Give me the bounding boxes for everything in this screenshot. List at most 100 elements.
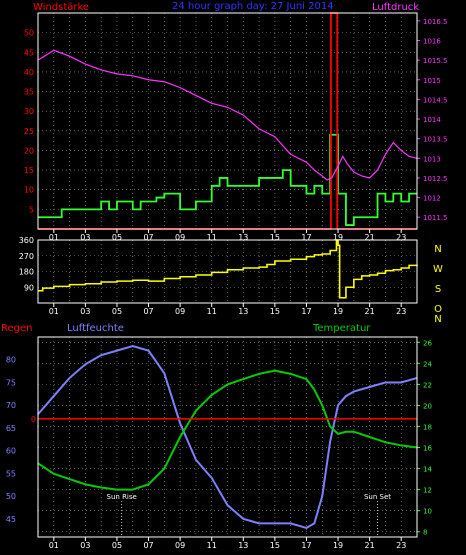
temperature-tick-label: 8 — [423, 529, 427, 537]
panel2-hour-label: 05 — [112, 307, 122, 316]
wind-tick-label: 45 — [24, 48, 34, 57]
humidity-axis-title: Luftfeuchte — [67, 323, 124, 334]
panel3-frame — [37, 336, 418, 538]
compass-label: N — [434, 244, 441, 255]
panel3-hour-label: 07 — [143, 541, 153, 550]
temperature-tick-label: 22 — [423, 381, 432, 389]
panel2-hour-label: 07 — [143, 307, 153, 316]
temperature-axis-title: Temperatur — [312, 323, 371, 334]
chart-title: 24 hour graph day: 27 Juni 2014 — [172, 1, 334, 12]
panel2-hour-label: 15 — [270, 307, 280, 316]
rain-axis-title: Regen — [1, 323, 33, 334]
panel1-hour-label: 09 — [175, 233, 185, 242]
temperature-tick-label: 26 — [423, 339, 432, 347]
wind-tick-label: 35 — [24, 88, 34, 97]
panel2-frame — [37, 239, 418, 304]
temperature-tick-label: 18 — [423, 423, 432, 431]
wind-tick-label: 10 — [24, 186, 34, 195]
humidity-tick-label: 70 — [6, 401, 16, 410]
panel2-hour-label: 11 — [207, 307, 217, 316]
compass-label: S — [435, 284, 441, 295]
pressure-axis-title: Luftdruck — [372, 2, 419, 13]
panel3-hour-label: 11 — [207, 541, 217, 550]
panel3-hour-label: 03 — [80, 541, 90, 550]
panel1-hour-label: 03 — [80, 233, 90, 242]
wind-tick-label: 15 — [24, 166, 34, 175]
pressure-tick-label: 1013 — [423, 155, 441, 163]
temperature-tick-label: 20 — [423, 402, 432, 410]
panel3-hour-label: 09 — [175, 541, 185, 550]
panel1-hour-label: 01 — [49, 233, 59, 242]
wind-tick-label: 30 — [24, 107, 34, 116]
series-humidity-line — [37, 345, 418, 529]
panel1-hour-label: 13 — [238, 233, 248, 242]
humidity-tick-label: 50 — [6, 492, 16, 501]
pressure-tick-label: 1011.5 — [423, 214, 448, 222]
pressure-tick-label: 1016 — [423, 37, 441, 45]
panel1-frame — [37, 12, 418, 230]
series-wind-line — [38, 133, 417, 226]
panel2-hour-label: 13 — [238, 307, 248, 316]
panel3-hour-label: 17 — [301, 541, 311, 550]
panel2-hour-label: 17 — [301, 307, 311, 316]
humidity-tick-label: 45 — [6, 515, 16, 524]
wind-tick-label: 25 — [24, 127, 34, 136]
sunrise-label: Sun Rise — [107, 493, 137, 501]
pressure-tick-label: 1015 — [423, 77, 441, 85]
pressure-tick-label: 1014.5 — [423, 96, 448, 104]
panel3-hour-label: 13 — [238, 541, 248, 550]
pressure-tick-label: 1012.5 — [423, 175, 448, 183]
humidity-tick-label: 80 — [6, 356, 16, 365]
panel2-hour-label: 01 — [49, 307, 59, 316]
panel1-hour-label: 15 — [270, 233, 280, 242]
direction-tick-label: 270 — [19, 252, 34, 261]
temperature-tick-label: 14 — [423, 466, 432, 474]
compass-label: O — [434, 304, 442, 315]
panel1-hour-label: 11 — [207, 233, 217, 242]
wind-tick-label: 50 — [24, 29, 34, 38]
series-direction-line — [38, 239, 418, 299]
wind-tick-label: 20 — [24, 146, 34, 155]
humidity-tick-label: 65 — [6, 424, 16, 433]
panel3-hour-label: 23 — [396, 541, 406, 550]
compass-label: N — [434, 314, 441, 325]
temperature-tick-label: 16 — [423, 445, 432, 453]
wind-tick-label: 5 — [29, 205, 34, 214]
panel1-hour-label: 23 — [396, 233, 406, 242]
panel2-hour-label: 19 — [333, 307, 343, 316]
panel3-hour-label: 15 — [270, 541, 280, 550]
panel1-hour-label: 19 — [333, 233, 343, 242]
sunset-label: Sun Set — [364, 493, 391, 501]
panel2-hour-label: 23 — [396, 307, 406, 316]
panel3-hour-label: 01 — [49, 541, 59, 550]
panel2-hour-label: 21 — [365, 307, 375, 316]
panel2-hour-label: 03 — [80, 307, 90, 316]
rain-tick-label: 0 — [31, 415, 36, 424]
panel3-hour-label: 19 — [333, 541, 343, 550]
panel1-hour-label: 17 — [301, 233, 311, 242]
pressure-tick-label: 1015.5 — [423, 57, 448, 65]
panel1-hour-label: 05 — [112, 233, 122, 242]
panel1-hour-label: 21 — [365, 233, 375, 242]
temperature-tick-label: 24 — [423, 360, 432, 368]
panel1-hour-label: 07 — [143, 233, 153, 242]
direction-tick-label: 180 — [19, 268, 34, 277]
humidity-tick-label: 55 — [6, 469, 16, 478]
humidity-tick-label: 75 — [6, 378, 16, 387]
direction-tick-label: 90 — [24, 283, 34, 292]
series-pressure-line — [37, 49, 418, 181]
compass-label: W — [433, 264, 443, 275]
panel3-hour-label: 21 — [365, 541, 375, 550]
panel2-hour-label: 09 — [175, 307, 185, 316]
pressure-tick-label: 1012 — [423, 195, 441, 203]
direction-tick-label: 360 — [19, 236, 34, 245]
wind-axis-title: Windstärke — [33, 2, 89, 13]
wind-tick-label: 40 — [24, 68, 34, 77]
pressure-tick-label: 1014 — [423, 116, 441, 124]
series-temperature-line — [37, 369, 418, 491]
temperature-tick-label: 10 — [423, 508, 432, 516]
pressure-tick-label: 1013.5 — [423, 136, 448, 144]
panel3-hour-label: 05 — [112, 541, 122, 550]
